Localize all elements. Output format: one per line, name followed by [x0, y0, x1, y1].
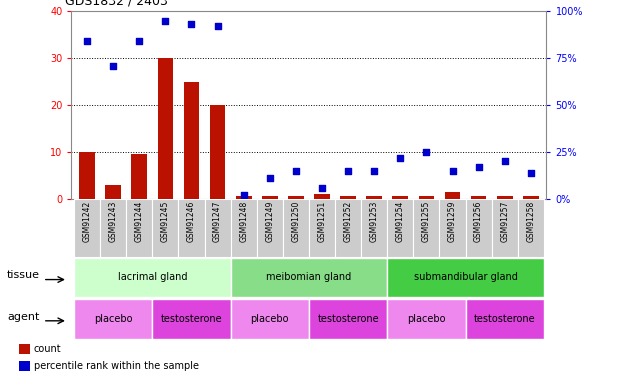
Text: meibomian gland: meibomian gland	[266, 273, 351, 282]
Text: GSM91251: GSM91251	[317, 201, 327, 242]
Bar	[236, 196, 252, 199]
Point	[291, 168, 301, 174]
Bar	[79, 152, 95, 199]
Bar	[210, 105, 225, 199]
Text: lacrimal gland: lacrimal gland	[117, 273, 187, 282]
Text: GSM91249: GSM91249	[265, 201, 274, 242]
Text: GSM91250: GSM91250	[291, 201, 301, 242]
Text: GSM91245: GSM91245	[161, 201, 170, 242]
Point	[369, 168, 379, 174]
Bar	[497, 196, 512, 199]
Bar	[366, 196, 382, 199]
Point	[500, 158, 510, 164]
Bar	[288, 196, 304, 199]
Text: count: count	[34, 344, 61, 354]
Bar	[471, 196, 486, 199]
Text: GSM91256: GSM91256	[474, 201, 483, 242]
Bar	[492, 199, 518, 257]
Point	[474, 164, 484, 170]
Bar	[466, 199, 492, 257]
Text: GSM91259: GSM91259	[448, 201, 457, 242]
Bar	[440, 199, 466, 257]
Bar	[152, 299, 230, 339]
Text: GSM91246: GSM91246	[187, 201, 196, 242]
Text: percentile rank within the sample: percentile rank within the sample	[34, 361, 199, 371]
Text: GSM91257: GSM91257	[501, 201, 509, 242]
Point	[134, 38, 144, 44]
Text: testosterone: testosterone	[317, 314, 379, 324]
Text: tissue: tissue	[6, 270, 39, 280]
Bar	[158, 58, 173, 199]
Bar	[518, 199, 544, 257]
Bar	[392, 196, 408, 199]
Text: GSM91243: GSM91243	[109, 201, 117, 242]
Text: GSM91253: GSM91253	[369, 201, 379, 242]
Bar	[230, 299, 309, 339]
Text: agent: agent	[7, 312, 39, 322]
Text: placebo: placebo	[250, 314, 289, 324]
Bar	[523, 196, 538, 199]
Bar	[283, 199, 309, 257]
Point	[160, 18, 170, 24]
Bar	[19, 344, 30, 354]
Bar	[419, 196, 434, 199]
Bar	[414, 199, 440, 257]
Text: GSM91248: GSM91248	[239, 201, 248, 242]
Bar	[126, 199, 152, 257]
Text: GDS1832 / 2403: GDS1832 / 2403	[65, 0, 168, 8]
Text: GSM91244: GSM91244	[135, 201, 144, 242]
Bar	[388, 299, 466, 339]
Bar	[340, 196, 356, 199]
Text: placebo: placebo	[94, 314, 132, 324]
Bar	[204, 199, 230, 257]
Bar	[152, 199, 178, 257]
Bar	[74, 299, 152, 339]
Point	[317, 184, 327, 190]
Text: GSM91258: GSM91258	[527, 201, 535, 242]
Bar	[314, 194, 330, 199]
Text: submandibular gland: submandibular gland	[414, 273, 517, 282]
Bar	[74, 258, 230, 297]
Bar	[178, 199, 204, 257]
Text: GSM91247: GSM91247	[213, 201, 222, 242]
Point	[186, 21, 196, 27]
Point	[108, 63, 118, 69]
Point	[448, 168, 458, 174]
Text: placebo: placebo	[407, 314, 446, 324]
Point	[422, 149, 432, 155]
Bar	[388, 258, 544, 297]
Bar	[132, 154, 147, 199]
Text: testosterone: testosterone	[161, 314, 222, 324]
Bar	[335, 199, 361, 257]
Point	[343, 168, 353, 174]
Bar	[445, 192, 460, 199]
Text: GSM91255: GSM91255	[422, 201, 431, 242]
Point	[238, 192, 248, 198]
Point	[396, 154, 406, 160]
Text: testosterone: testosterone	[474, 314, 535, 324]
Bar	[184, 82, 199, 199]
Bar	[106, 185, 121, 199]
Bar	[466, 299, 544, 339]
Bar	[262, 196, 278, 199]
Bar	[309, 199, 335, 257]
Bar	[309, 299, 388, 339]
Text: GSM91254: GSM91254	[396, 201, 405, 242]
Bar	[19, 361, 30, 371]
Bar	[74, 199, 100, 257]
Bar	[256, 199, 283, 257]
Text: GSM91252: GSM91252	[343, 201, 353, 242]
Point	[526, 170, 536, 176]
Bar	[361, 199, 388, 257]
Point	[82, 38, 92, 44]
Point	[265, 175, 274, 181]
Bar	[100, 199, 126, 257]
Bar	[388, 199, 414, 257]
Text: GSM91242: GSM91242	[83, 201, 91, 242]
Bar	[230, 199, 256, 257]
Bar	[230, 258, 388, 297]
Point	[212, 23, 222, 29]
